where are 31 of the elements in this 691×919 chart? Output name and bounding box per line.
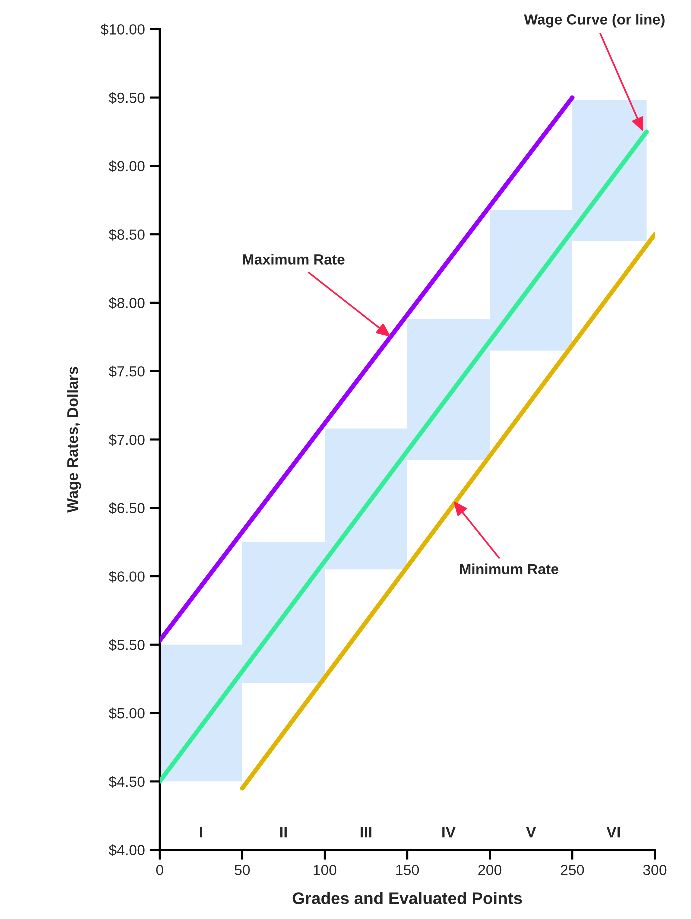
annotation: Minimum Rate (460, 564, 559, 575)
annotation: Wage Curve (or line) (524, 14, 665, 28)
y-tick-label: $9.50 (109, 92, 145, 104)
x-tick-label: 100 (314, 865, 337, 876)
y-tick-label: $6.50 (109, 502, 145, 514)
annotation: Maximum Rate (243, 254, 345, 265)
y-tick-label: $5.00 (109, 708, 145, 720)
y-tick-label: $4.00 (109, 844, 145, 856)
annotation: III (360, 827, 372, 838)
x-tick-label: 150 (396, 865, 420, 876)
y-tick-label: $10.00 (100, 24, 145, 36)
annotation: VI (606, 827, 620, 838)
y-tick-label: $7.00 (109, 434, 145, 446)
y-tick-label: $8.00 (109, 297, 145, 310)
annotation: II (280, 827, 287, 838)
y-tick-label: $8.50 (109, 229, 145, 241)
x-axis-title: Grades and Evaluated Points (292, 892, 522, 904)
annotation: IV (442, 827, 456, 838)
x-tick-label: 300 (643, 865, 667, 876)
y-tick-label: $6.00 (109, 571, 145, 583)
annotation: I (200, 827, 202, 838)
y-tick-label: $5.50 (109, 639, 145, 652)
y-tick-label: $4.50 (109, 776, 145, 788)
x-tick-label: 200 (478, 865, 502, 876)
x-tick-label: 0 (156, 865, 164, 876)
y-tick-label: $9.00 (109, 160, 145, 172)
y-tick-label: $7.50 (109, 366, 145, 378)
x-tick-label: 50 (234, 865, 250, 876)
annotation: V (526, 827, 536, 838)
y-axis-title: Wage Rates, Dollars (67, 367, 82, 513)
x-tick-label: 250 (561, 865, 584, 876)
